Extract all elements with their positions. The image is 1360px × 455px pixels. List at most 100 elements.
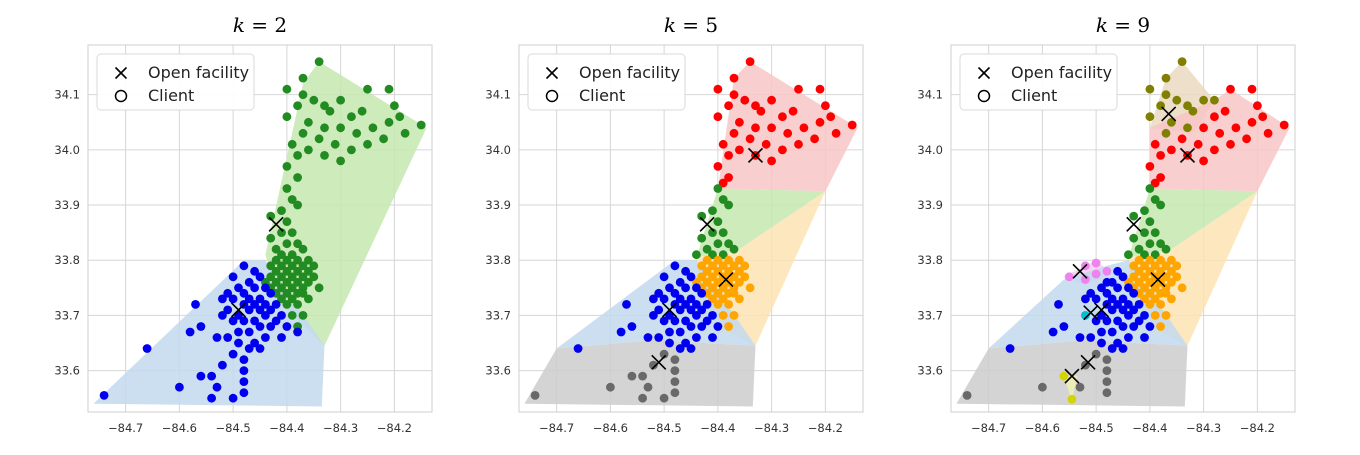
client-point	[1258, 112, 1268, 122]
client-point	[740, 95, 750, 105]
client-point	[794, 139, 803, 149]
client-point	[1059, 371, 1069, 381]
client-point	[697, 305, 707, 315]
client-point	[347, 112, 356, 122]
client-point	[670, 366, 680, 375]
x-tick-label: −84.2	[808, 421, 843, 435]
client-point	[223, 305, 233, 315]
client-point	[659, 393, 669, 403]
client-point	[175, 382, 184, 392]
client-point	[298, 261, 308, 271]
open-facility-marker	[651, 354, 667, 370]
client-point	[1150, 178, 1160, 188]
client-point	[708, 333, 717, 342]
client-point	[1210, 145, 1219, 155]
client-point	[228, 272, 238, 282]
client-point	[1156, 266, 1165, 276]
client-point	[1038, 382, 1047, 392]
client-point	[1091, 294, 1101, 304]
client-point	[239, 288, 249, 298]
client-point	[1253, 101, 1262, 111]
axes-frame	[950, 44, 1296, 413]
client-point	[1102, 377, 1112, 386]
open-facility-marker	[1126, 216, 1142, 232]
client-point	[724, 322, 733, 331]
client-point	[729, 311, 739, 320]
client-point	[142, 344, 152, 353]
client-point	[692, 250, 701, 260]
client-point	[686, 272, 696, 282]
client-point	[1279, 120, 1289, 130]
client-point	[1161, 73, 1171, 83]
client-point	[363, 139, 372, 149]
client-point	[239, 388, 249, 398]
client-point	[1129, 272, 1139, 282]
legend-open-facility-icon	[114, 66, 128, 80]
client-point	[293, 151, 302, 160]
x-tick-label: −84.4	[1132, 421, 1167, 435]
client-point	[708, 228, 717, 238]
client-point	[293, 300, 302, 309]
client-point	[298, 288, 308, 298]
client-point	[702, 244, 712, 254]
client-point	[1145, 288, 1155, 298]
client-point	[708, 261, 717, 271]
client-point	[697, 288, 707, 298]
client-point	[686, 322, 696, 331]
client-point	[1150, 261, 1160, 271]
client-point	[218, 294, 227, 304]
client-point	[530, 391, 540, 400]
x-tick-label: −84.5	[647, 421, 682, 435]
client-point	[277, 311, 286, 320]
client-point	[643, 333, 653, 342]
x-tick-label: −84.2	[1240, 421, 1275, 435]
client-point	[654, 333, 664, 342]
chart-title: k = 9	[1096, 13, 1150, 37]
client-point	[659, 294, 669, 304]
client-point	[384, 117, 394, 127]
open-facility-marker	[718, 271, 734, 288]
client-point	[962, 391, 972, 400]
x-tick-label: −84.7	[971, 421, 1006, 435]
legend-open-facility-icon	[545, 66, 559, 80]
client-point	[287, 311, 297, 320]
client-point	[244, 305, 254, 315]
client-point	[815, 84, 825, 94]
client-point	[692, 333, 701, 342]
client-point	[708, 206, 717, 216]
client-point	[778, 112, 787, 122]
client-point	[298, 272, 308, 282]
client-point	[692, 311, 701, 320]
client-point	[729, 128, 739, 138]
legend: Open facility Client	[96, 53, 255, 111]
y-tick-label: 34.0	[917, 143, 943, 157]
client-point	[266, 233, 276, 243]
client-point	[255, 294, 265, 304]
client-point	[1167, 277, 1176, 287]
client-point	[1215, 128, 1225, 138]
client-point	[767, 156, 776, 166]
client-point	[735, 266, 744, 276]
client-point	[724, 300, 733, 309]
client-point	[298, 73, 308, 83]
client-point	[702, 266, 712, 276]
client-point	[1091, 316, 1101, 326]
client-point	[659, 349, 669, 359]
client-point	[670, 377, 680, 386]
client-point	[1140, 272, 1149, 282]
client-point	[1177, 57, 1187, 66]
client-point	[234, 283, 243, 293]
client-point	[250, 300, 259, 309]
client-point	[304, 117, 313, 127]
client-point	[713, 322, 723, 331]
client-point	[697, 211, 707, 221]
client-point	[718, 228, 728, 238]
client-point	[729, 90, 739, 100]
client-point	[606, 382, 615, 392]
client-point	[1118, 344, 1128, 353]
client-point	[1124, 333, 1133, 342]
axes-frame	[87, 44, 433, 413]
client-point	[692, 300, 701, 309]
client-point	[255, 272, 265, 282]
x-tick-label: −84.3	[323, 421, 358, 435]
